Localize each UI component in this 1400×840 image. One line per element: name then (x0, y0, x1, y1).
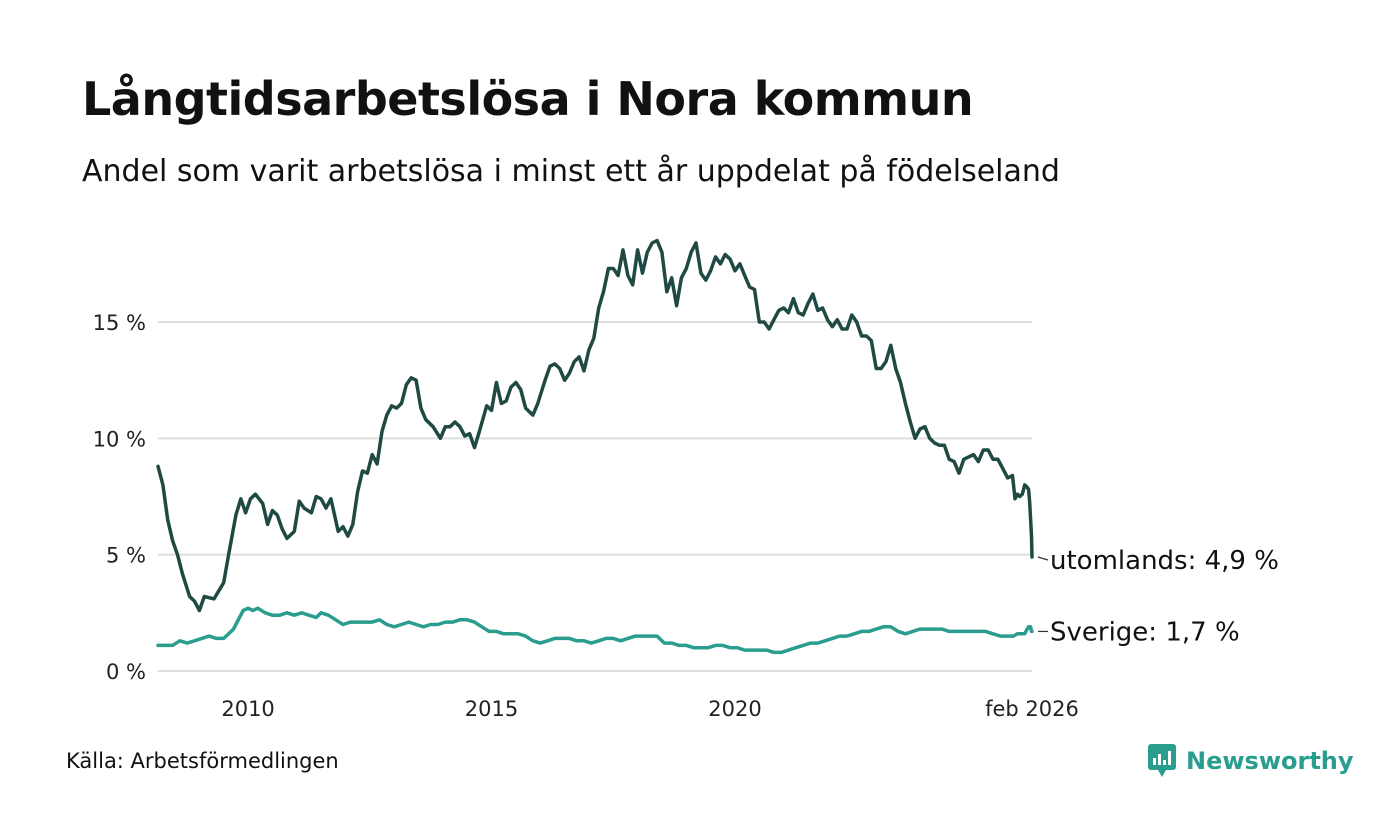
line-chart: 0 % 5 % 10 % 15 % 2010 2015 2020 feb 2026 utom… (93, 238, 1279, 721)
brand-logo[interactable]: Newsworthy (1148, 744, 1354, 778)
y-axis-ticks: 0 % 5 % 10 % 15 % (93, 311, 146, 684)
y-tick-label: 15 % (93, 311, 146, 335)
source-note: Källa: Arbetsförmedlingen (66, 749, 339, 773)
x-axis-ticks: 2010 2015 2020 feb 2026 (221, 697, 1079, 721)
x-tick-label: feb 2026 (985, 697, 1079, 721)
series-end-labels: utomlands: 4,9 % Sverige: 1,7 % (1037, 546, 1279, 647)
end-label-leader (1037, 556, 1049, 561)
series-line-utomlands (156, 238, 1034, 613)
y-tick-label: 5 % (106, 544, 146, 568)
series-lines (156, 238, 1034, 655)
y-tick-label: 0 % (106, 660, 146, 684)
gridlines (158, 321, 1032, 672)
end-label-Sverige: Sverige: 1,7 % (1050, 617, 1240, 647)
x-tick-label: 2020 (708, 697, 761, 721)
series-line-Sverige (156, 606, 1034, 655)
x-tick-label: 2010 (221, 697, 274, 721)
y-tick-label: 10 % (93, 427, 146, 451)
chart-title: Långtidsarbetslösa i Nora kommun (82, 72, 974, 126)
newsworthy-icon (1148, 744, 1176, 777)
x-tick-label: 2015 (465, 697, 518, 721)
chart-subtitle: Andel som varit arbetslösa i minst ett å… (82, 154, 1060, 189)
end-label-utomlands: utomlands: 4,9 % (1050, 546, 1279, 576)
brand-name: Newsworthy (1186, 747, 1354, 775)
